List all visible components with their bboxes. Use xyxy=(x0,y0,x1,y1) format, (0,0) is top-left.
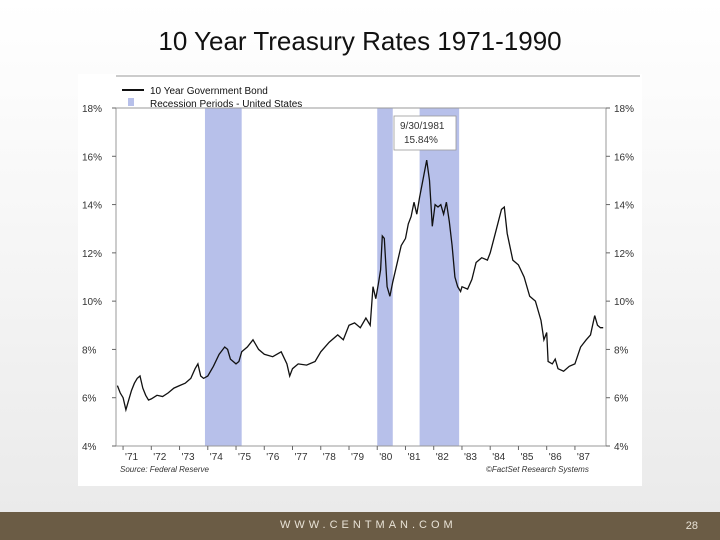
y-tick-label-left: 12% xyxy=(82,249,102,260)
legend-label-recession: Recession Periods - United States xyxy=(150,99,302,110)
x-tick-label: '83 xyxy=(464,452,477,463)
x-tick-label: '84 xyxy=(492,452,505,463)
y-tick-label-right: 16% xyxy=(614,152,634,163)
footer-bar xyxy=(0,512,720,540)
legend: 10 Year Government Bond Recession Period… xyxy=(122,86,302,110)
series-line-10yr-bond xyxy=(116,159,604,413)
y-tick-label-right: 18% xyxy=(614,104,634,115)
x-tick-label: '82 xyxy=(436,452,449,463)
annotation-date: 9/30/1981 xyxy=(400,121,445,132)
x-tick-label: '73 xyxy=(182,452,195,463)
legend-band-swatch xyxy=(128,98,134,106)
y-tick-label-left: 18% xyxy=(82,104,102,115)
x-tick-label: '85 xyxy=(520,452,533,463)
y-tick-label-left: 14% xyxy=(82,201,102,212)
x-tick-label: '77 xyxy=(295,452,308,463)
x-axis: '71 '72 '73 '74 '75 '76 '77 '78 '79 '80 '81 '82 '83 '… xyxy=(122,446,590,463)
x-tick-label: '75 xyxy=(238,452,251,463)
x-tick-label: '86 xyxy=(549,452,562,463)
y-tick-label-left: 6% xyxy=(82,394,97,405)
source-left: Source: Federal Reserve xyxy=(120,465,209,474)
treasury-rate-chart: 18% 16% 14% 12% 10% 8% 6% 4% 18% 16% 14% 12% 10% 8% 6… xyxy=(78,74,642,486)
y-tick-label-right: 4% xyxy=(614,442,629,453)
page-number: 28 xyxy=(685,520,698,532)
x-tick-label: '76 xyxy=(266,452,279,463)
y-axis-right: 18% 16% 14% 12% 10% 8% 6% 4% xyxy=(606,104,634,453)
x-tick-label: '74 xyxy=(210,452,223,463)
y-tick-label-right: 8% xyxy=(614,345,629,356)
x-tick-label: '79 xyxy=(351,452,364,463)
x-tick-label: '71 xyxy=(125,452,138,463)
footer-url: WWW.CENTMAN.COM xyxy=(280,519,457,531)
plot-border xyxy=(115,107,607,447)
chart-panel: 18% 16% 14% 12% 10% 8% 6% 4% 18% 16% 14% 12% 10% 8% 6… xyxy=(78,74,642,486)
recession-band-3 xyxy=(419,108,460,446)
peak-annotation: 9/30/1981 15.84% xyxy=(393,115,457,151)
x-tick-label: '78 xyxy=(323,452,336,463)
x-tick-label: '81 xyxy=(407,452,420,463)
recession-band-1 xyxy=(204,108,242,446)
x-tick-label: '72 xyxy=(153,452,166,463)
y-tick-label-left: 16% xyxy=(82,152,102,163)
annotation-box xyxy=(393,115,457,151)
y-tick-label-right: 12% xyxy=(614,249,634,260)
y-tick-label-right: 14% xyxy=(614,201,634,212)
recession-bands xyxy=(204,108,460,446)
slide-title: 10 Year Treasury Rates 1971-1990 xyxy=(158,26,562,56)
legend-label-bond: 10 Year Government Bond xyxy=(150,86,268,97)
y-tick-label-right: 10% xyxy=(614,297,634,308)
y-axis-left: 18% 16% 14% 12% 10% 8% 6% 4% xyxy=(82,104,116,453)
recession-band-2 xyxy=(377,108,393,446)
y-tick-label-left: 4% xyxy=(82,442,97,453)
source-right: ©FactSet Research Systems xyxy=(486,465,589,474)
chart-background xyxy=(78,74,642,486)
y-tick-label-left: 8% xyxy=(82,345,97,356)
x-tick-label: '87 xyxy=(577,452,590,463)
annotation-value: 15.84% xyxy=(404,135,438,146)
y-tick-label-left: 10% xyxy=(82,297,102,308)
y-tick-label-right: 6% xyxy=(614,394,629,405)
x-tick-label: '80 xyxy=(379,452,392,463)
